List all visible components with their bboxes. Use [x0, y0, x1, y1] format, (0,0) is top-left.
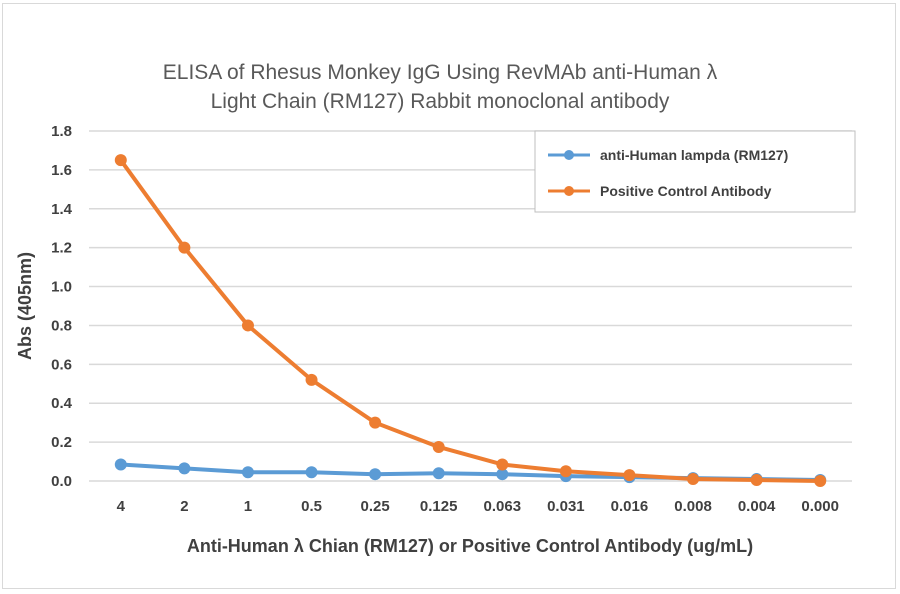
- y-tick-label: 0.6: [51, 356, 72, 373]
- data-point-series-2: [305, 373, 318, 386]
- x-tick-label: 0.25: [361, 498, 390, 515]
- chart-frame: [2, 3, 896, 589]
- data-point-series-1: [114, 458, 127, 471]
- y-tick-label: 0.4: [51, 395, 73, 412]
- y-tick-label: 0.2: [51, 434, 72, 451]
- legend-marker-series-2: [564, 186, 574, 196]
- data-point-series-2: [814, 475, 827, 487]
- data-point-series-2: [559, 465, 572, 478]
- data-point-series-2: [496, 458, 509, 471]
- data-point-series-2: [687, 473, 700, 486]
- y-tick-label: 1.2: [51, 240, 72, 257]
- data-point-series-1: [305, 466, 318, 479]
- data-point-series-2: [432, 440, 445, 453]
- x-tick-label: 0.004: [738, 498, 776, 515]
- data-point-series-2: [750, 474, 763, 487]
- x-tick-label: 0.063: [484, 498, 522, 515]
- data-point-series-1: [178, 462, 191, 475]
- y-tick-label: 1.4: [51, 201, 73, 218]
- legend-label-series-2: Positive Control Antibody: [600, 183, 772, 199]
- y-tick-label: 1.8: [51, 123, 72, 140]
- legend-box: [534, 130, 856, 213]
- x-axis-title: Anti-Human λ Chian (RM127) or Positive C…: [187, 536, 753, 556]
- y-axis-title: Abs (405nm): [15, 252, 35, 360]
- chart-title-line2: Light Chain (RM127) Rabbit monoclonal an…: [211, 90, 670, 113]
- x-tick-label: 0.016: [611, 498, 649, 515]
- legend: anti-Human lampda (RM127) Positive Contr…: [534, 130, 856, 213]
- y-tick-label: 0.0: [51, 473, 72, 490]
- y-tick-label: 1.0: [51, 279, 72, 296]
- data-point-series-2: [114, 154, 127, 167]
- x-tick-label: 0.008: [674, 498, 712, 515]
- data-point-series-2: [369, 416, 382, 429]
- data-point-series-1: [496, 468, 509, 481]
- legend-marker-series-1: [564, 150, 574, 160]
- x-tick-label: 0.000: [801, 498, 839, 515]
- chart-title-line1: ELISA of Rhesus Monkey IgG Using RevMAb …: [163, 61, 718, 84]
- data-point-series-1: [432, 467, 445, 480]
- data-point-series-2: [623, 469, 636, 482]
- x-tick-label: 4: [117, 498, 126, 515]
- y-tick-label: 1.6: [51, 162, 72, 179]
- data-point-series-2: [178, 241, 191, 254]
- x-tick-label: 0.031: [547, 498, 585, 515]
- x-tick-label: 0.125: [420, 498, 458, 515]
- data-point-series-1: [369, 468, 382, 481]
- legend-label-series-1: anti-Human lampda (RM127): [600, 147, 788, 163]
- series-line-2: [119, 158, 821, 483]
- x-tick-label: 0.5: [301, 498, 322, 515]
- data-point-series-1: [241, 466, 254, 479]
- x-tick-label: 2: [180, 498, 188, 515]
- y-tick-label: 0.8: [51, 317, 72, 334]
- x-tick-label: 1: [244, 498, 252, 515]
- data-point-series-2: [241, 319, 254, 332]
